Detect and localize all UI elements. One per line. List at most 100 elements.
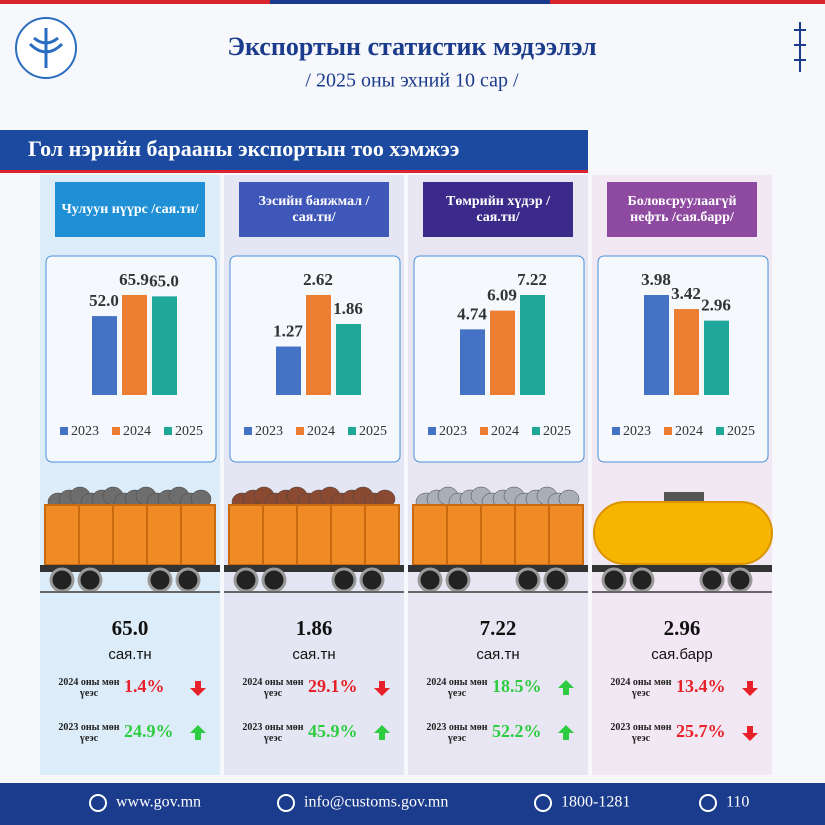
data-label: 4.74: [457, 304, 487, 323]
comparison-label-box: 2024 оны мөн үеэс: [610, 677, 672, 699]
bar: [520, 295, 545, 395]
legend-label: 2024: [123, 424, 151, 439]
bar: [336, 324, 361, 395]
comparison-label: 2024 оны мөн үеэс: [610, 677, 672, 699]
wheel: [515, 567, 541, 593]
data-label: 1.86: [333, 299, 363, 318]
bar: [306, 295, 331, 395]
comparison-change: 18.5%: [492, 676, 542, 696]
section-underline: [0, 170, 588, 173]
wheel: [77, 567, 103, 593]
data-label: 3.98: [641, 270, 671, 289]
wheel: [359, 567, 385, 593]
chart-title-box: Зэсийн баяжмал /сая.тн/: [259, 194, 370, 225]
legend-label: 2024: [491, 424, 519, 439]
wheel: [331, 567, 357, 593]
chart-title-box: Боловсруулаагүй нефть /сая.барр/: [627, 193, 737, 225]
legend-label: 2023: [623, 424, 651, 439]
wagon-body: [228, 504, 400, 566]
footer-text: www.gov.mn: [116, 794, 201, 811]
stripe: [0, 0, 270, 4]
bar: [92, 316, 117, 395]
legend-label: 2025: [175, 424, 203, 439]
chassis: [408, 565, 588, 572]
legend-label: 2024: [675, 424, 703, 439]
direction-arrow: [190, 725, 206, 740]
footer-icon: [534, 794, 552, 812]
legend-swatch: [164, 427, 172, 435]
direction-arrow: [742, 681, 758, 696]
comparison-change: 1.4%: [124, 676, 165, 696]
subtitle: / 2025 оны эхний 10 сар /: [305, 70, 519, 92]
chart-title: Боловсруулаагүй нефть /сая.барр/: [627, 193, 737, 225]
summary-unit: сая.тн: [108, 646, 151, 663]
data-label: 6.09: [487, 286, 517, 305]
data-label: 52.0: [89, 291, 119, 310]
wheel: [727, 567, 753, 593]
chart-title-box: Чулуун нүүрс /сая.тн/: [61, 201, 199, 217]
footer-text: info@customs.gov.mn: [304, 794, 448, 811]
legend-swatch: [348, 427, 356, 435]
comparison-label-box: 2023 оны мөн үеэс: [58, 722, 120, 744]
chassis: [40, 565, 220, 572]
logo-mark: [28, 28, 64, 68]
legend-swatch: [664, 427, 672, 435]
wheel: [629, 567, 655, 593]
comparison-change: 25.7%: [676, 721, 726, 741]
wheel: [261, 567, 287, 593]
chart-title-box: Төмрийн хүдэр /сая.тн/: [446, 194, 550, 225]
script-ornament: [794, 22, 806, 72]
summary-unit: сая.барр: [651, 646, 712, 663]
legend-swatch: [244, 427, 252, 435]
wagon-body: [44, 504, 216, 566]
comparison-label-box: 2024 оны мөн үеэс: [426, 677, 488, 699]
wheel: [699, 567, 725, 593]
footer-text: 1800-1281: [561, 794, 630, 811]
label-box: [607, 182, 757, 237]
wheel: [417, 567, 443, 593]
legend-label: 2024: [307, 424, 335, 439]
bar: [704, 320, 729, 395]
wheel: [445, 567, 471, 593]
direction-arrow: [374, 725, 390, 740]
direction-arrow: [558, 680, 574, 695]
direction-arrow: [742, 726, 758, 741]
comparison-label: 2024 оны мөн үеэс: [242, 677, 304, 699]
direction-arrow: [558, 725, 574, 740]
data-label: 7.22: [517, 270, 547, 289]
comparison-label-box: 2023 оны мөн үеэс: [610, 722, 671, 744]
wheel: [601, 567, 627, 593]
data-label: 3.42: [671, 284, 701, 303]
data-label: 1.27: [273, 321, 303, 340]
data-label: 65.9: [119, 270, 149, 289]
legend-swatch: [612, 427, 620, 435]
stripe: [550, 0, 825, 4]
comparison-change: 29.1%: [308, 676, 358, 696]
comparison-label: 2024 оны мөн үеэс: [426, 677, 488, 699]
wheel: [543, 567, 569, 593]
data-label: 2.96: [701, 296, 731, 315]
stripe: [270, 0, 550, 4]
comparison-label: 2023 оны мөн үеэс: [58, 722, 120, 744]
label-box: [423, 182, 573, 237]
chart-title: Чулуун нүүрс /сая.тн/: [61, 201, 199, 217]
bar: [122, 295, 147, 395]
legend-swatch: [480, 427, 488, 435]
legend-swatch: [716, 427, 724, 435]
wheel: [175, 567, 201, 593]
summary-value: 1.86: [296, 616, 333, 640]
title: Экспортын статистик мэдээлэл: [227, 32, 596, 61]
legend-swatch: [428, 427, 436, 435]
summary-value: 2.96: [664, 616, 701, 640]
comparison-label: 2023 оны мөн үеэс: [426, 722, 488, 744]
comparison-change: 45.9%: [308, 721, 358, 741]
legend-swatch: [60, 427, 68, 435]
legend-label: 2023: [255, 424, 283, 439]
wagon-body: [412, 504, 584, 566]
legend-swatch: [296, 427, 304, 435]
comparison-label: 2023 оны мөн үеэс: [242, 722, 304, 744]
data-label: 65.0: [149, 271, 179, 290]
wheel: [49, 567, 75, 593]
footer-icon: [89, 794, 107, 812]
